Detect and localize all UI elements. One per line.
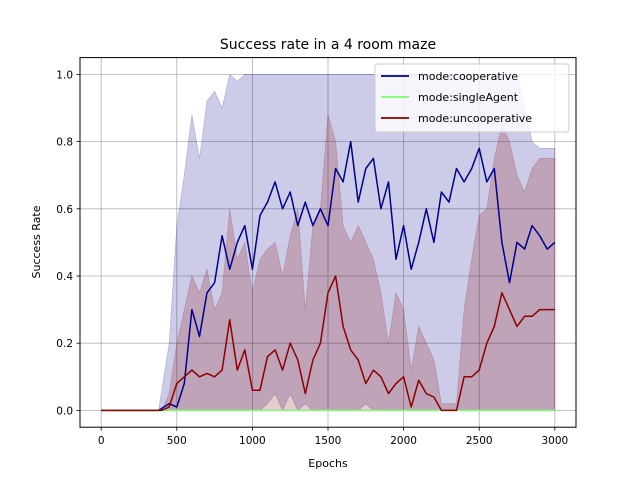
legend-label: mode:singleAgent [418, 91, 519, 104]
y-tick-label: 0.6 [56, 204, 73, 216]
legend-box [374, 63, 570, 133]
series-line [101, 140, 556, 412]
x-axis-ticks: 0 500 1000 1500 2000 2500 3000 [98, 427, 568, 447]
y-axis-label: Success Rate [30, 205, 43, 278]
y-tick-label: 0.4 [56, 271, 73, 283]
x-tick-label: 1000 [239, 435, 266, 447]
x-tick-label: 0 [98, 435, 105, 447]
x-tick-label: 1500 [315, 435, 342, 447]
y-tick-label: 0.2 [56, 338, 73, 350]
x-tick-label: 500 [167, 435, 187, 447]
confidence-band [101, 73, 556, 412]
chart-title: Success rate in a 4 room maze [220, 37, 436, 53]
y-tick-label: 0.0 [56, 405, 73, 417]
series-lines [101, 140, 556, 412]
x-tick-label: 3000 [541, 435, 568, 447]
x-tick-label: 2000 [390, 435, 417, 447]
legend: mode:cooperative mode:singleAgent mode:unc… [374, 63, 570, 133]
x-axis-label: Epochs [308, 457, 348, 470]
y-tick-label: 0.8 [56, 137, 73, 149]
series-line [101, 275, 555, 412]
legend-label: mode:uncooperative [418, 112, 532, 125]
y-axis-ticks: 0.0 0.2 0.4 0.6 0.8 1.0 [56, 69, 80, 417]
y-tick-label: 1.0 [56, 69, 73, 81]
x-tick-label: 2500 [466, 435, 493, 447]
legend-label: mode:cooperative [418, 70, 518, 83]
legend-entries: mode:cooperative mode:singleAgent mode:unc… [381, 70, 532, 125]
